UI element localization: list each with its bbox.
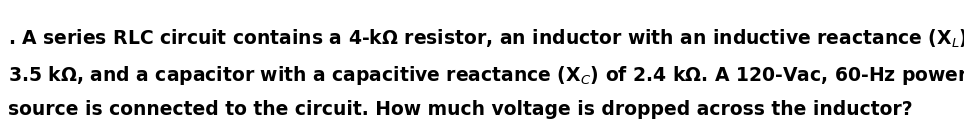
Text: 3.5 kΩ, and a capacitor with a capacitive reactance (X$_C$) of 2.4 kΩ. A 120-Vac: 3.5 kΩ, and a capacitor with a capacitiv… (8, 64, 964, 87)
Text: source is connected to the circuit. How much voltage is dropped across the induc: source is connected to the circuit. How … (8, 100, 913, 119)
Text: . A series RLC circuit contains a 4-kΩ resistor, an inductor with an inductive r: . A series RLC circuit contains a 4-kΩ r… (8, 28, 964, 50)
